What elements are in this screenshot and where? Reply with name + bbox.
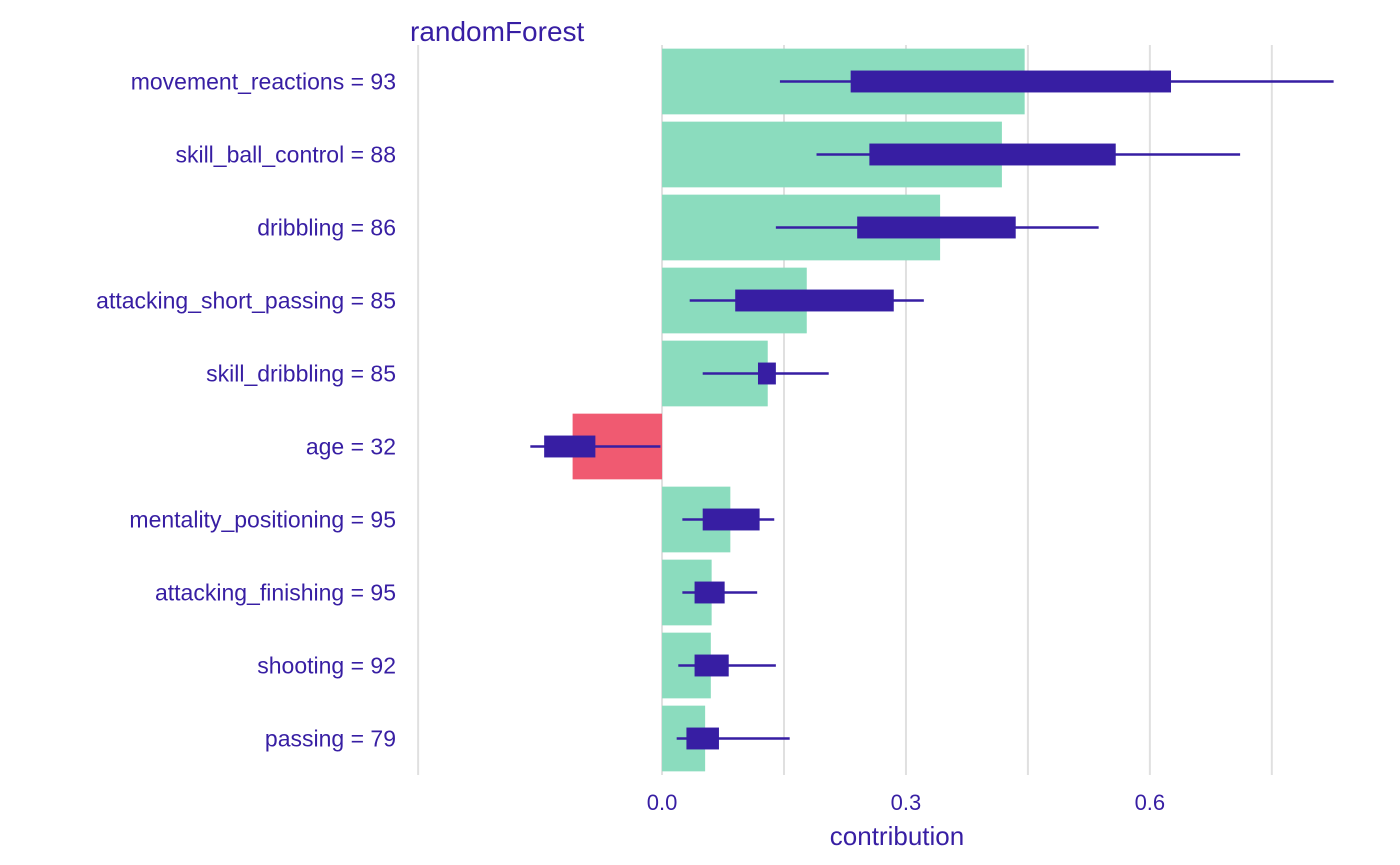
chart-title: randomForest bbox=[410, 16, 585, 47]
category-label-7: attacking_finishing = 95 bbox=[155, 580, 396, 606]
x-tick-label-2: 0.6 bbox=[1135, 790, 1166, 815]
x-tick-label-1: 0.3 bbox=[891, 790, 922, 815]
box-8 bbox=[694, 654, 729, 677]
box-3 bbox=[735, 289, 894, 312]
category-labels: movement_reactions = 93 skill_ball_contro… bbox=[96, 69, 396, 752]
x-tick-label-0: 0.0 bbox=[647, 790, 678, 815]
box-1 bbox=[869, 143, 1116, 166]
category-label-5: age = 32 bbox=[306, 434, 396, 460]
category-label-1: skill_ball_control = 88 bbox=[175, 142, 396, 168]
boxplots bbox=[530, 70, 1334, 750]
box-4 bbox=[757, 362, 776, 385]
category-label-0: movement_reactions = 93 bbox=[131, 69, 396, 95]
box-9 bbox=[686, 727, 719, 750]
category-label-4: skill_dribbling = 85 bbox=[206, 361, 396, 387]
box-6 bbox=[702, 508, 760, 531]
category-label-2: dribbling = 86 bbox=[257, 215, 396, 241]
category-label-8: shooting = 92 bbox=[257, 653, 396, 679]
box-2 bbox=[857, 216, 1016, 239]
x-axis-label: contribution bbox=[830, 821, 964, 851]
category-label-9: passing = 79 bbox=[265, 726, 396, 752]
box-0 bbox=[850, 70, 1172, 93]
x-tick-labels: 0.0 0.3 0.6 bbox=[647, 790, 1165, 815]
category-label-6: mentality_positioning = 95 bbox=[129, 507, 396, 533]
box-5 bbox=[544, 435, 596, 458]
box-7 bbox=[694, 581, 725, 604]
category-label-3: attacking_short_passing = 85 bbox=[96, 288, 396, 314]
